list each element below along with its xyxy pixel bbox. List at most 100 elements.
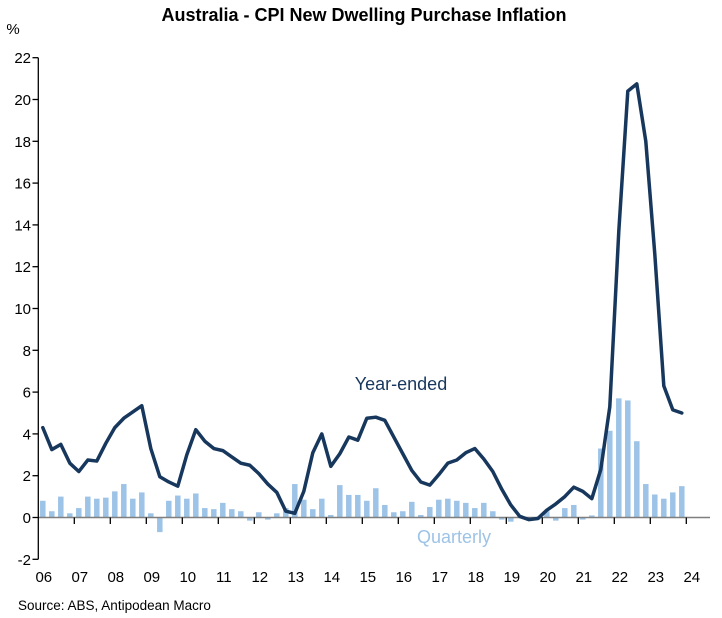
quarterly-bar bbox=[85, 496, 91, 518]
quarterly-bar bbox=[112, 491, 118, 518]
quarterly-bar bbox=[202, 508, 208, 518]
quarterly-bar bbox=[310, 509, 316, 518]
x-axis-tick-label: 16 bbox=[395, 569, 412, 586]
source-note: Source: ABS, Antipodean Macro bbox=[18, 598, 211, 613]
y-axis-tick-label: 8 bbox=[23, 343, 31, 360]
quarterly-bar bbox=[544, 511, 550, 518]
x-axis-tick-label: 19 bbox=[503, 569, 520, 586]
quarterly-bar bbox=[256, 512, 262, 518]
quarterly-bar bbox=[589, 515, 595, 518]
quarterly-bar bbox=[130, 498, 136, 518]
quarterly-bar bbox=[220, 502, 226, 518]
quarterly-bar bbox=[382, 504, 388, 518]
quarterly-bar bbox=[481, 502, 487, 518]
quarterly-bar bbox=[661, 498, 667, 518]
quarterly-bar bbox=[670, 492, 676, 518]
quarterly-bar bbox=[580, 517, 586, 520]
quarterly-bar bbox=[319, 498, 325, 518]
quarterly-bar bbox=[607, 430, 613, 518]
y-axis-unit-label: % bbox=[6, 21, 19, 38]
quarterly-bar bbox=[292, 484, 298, 518]
x-axis-tick-label: 15 bbox=[359, 569, 376, 586]
quarterly-bar bbox=[499, 517, 505, 520]
x-axis-tick-label: 09 bbox=[143, 569, 160, 586]
quarterly-bar bbox=[76, 508, 82, 518]
quarterly-bar bbox=[625, 400, 631, 518]
quarterly-bar bbox=[175, 495, 181, 518]
x-axis-tick-label: 11 bbox=[216, 569, 232, 586]
quarterly-bar bbox=[472, 508, 478, 518]
quarterly-bar bbox=[346, 494, 352, 518]
legend-year-ended-label: Year-ended bbox=[355, 374, 447, 394]
quarterly-bar bbox=[391, 512, 397, 518]
quarterly-bar bbox=[616, 398, 622, 518]
quarterly-bar bbox=[328, 514, 334, 518]
quarterly-bar bbox=[427, 507, 433, 518]
quarterly-bar bbox=[148, 513, 154, 518]
quarterly-bar bbox=[247, 517, 253, 521]
quarterly-bar bbox=[274, 513, 280, 518]
quarterly-bar bbox=[166, 500, 172, 518]
year-ended-line bbox=[41, 82, 684, 522]
quarterly-bar bbox=[679, 486, 685, 518]
x-axis-tick-label: 17 bbox=[431, 569, 448, 586]
quarterly-bar bbox=[643, 484, 649, 518]
quarterly-bar bbox=[157, 517, 163, 533]
legend-quarterly-label: Quarterly bbox=[417, 527, 491, 547]
y-axis-tick-label: -2 bbox=[18, 552, 31, 569]
y-axis-tick-label: 0 bbox=[23, 510, 31, 527]
x-axis-tick-label: 10 bbox=[179, 569, 196, 586]
quarterly-bar bbox=[184, 498, 190, 518]
y-axis-tick-label: 10 bbox=[14, 301, 31, 318]
quarterly-bar bbox=[436, 499, 442, 518]
x-axis-tick-label: 06 bbox=[35, 569, 52, 586]
chart-title: Australia - CPI New Dwelling Purchase In… bbox=[161, 5, 566, 25]
x-axis-tick-label: 13 bbox=[287, 569, 304, 586]
quarterly-bar bbox=[454, 500, 460, 518]
quarterly-bar bbox=[562, 508, 568, 518]
quarterly-bar bbox=[364, 500, 370, 518]
quarterly-bar bbox=[400, 511, 406, 518]
y-axis-tick-label: 4 bbox=[23, 426, 31, 443]
quarterly-bar bbox=[121, 484, 127, 518]
y-axis-tick-label: 16 bbox=[14, 176, 31, 193]
quarterly-bar bbox=[49, 511, 55, 518]
quarterly-bar bbox=[355, 494, 361, 518]
y-axis-tick-label: 14 bbox=[14, 217, 31, 234]
y-axis-tick-label: 18 bbox=[14, 134, 31, 151]
quarterly-bar bbox=[238, 511, 244, 518]
quarterly-bar bbox=[634, 441, 640, 518]
y-axis-tick-label: 12 bbox=[14, 259, 31, 276]
quarterly-bar bbox=[58, 496, 64, 518]
quarterly-bar bbox=[445, 498, 451, 518]
x-axis-tick-label: 23 bbox=[647, 569, 664, 586]
y-axis-tick-label: 6 bbox=[23, 385, 31, 402]
quarterly-bar bbox=[508, 517, 514, 522]
quarterly-bar bbox=[373, 488, 379, 518]
quarterly-bar bbox=[139, 492, 145, 518]
quarterly-bars-group bbox=[40, 398, 685, 533]
quarterly-bar bbox=[598, 448, 604, 518]
quarterly-bar bbox=[571, 504, 577, 518]
y-axis-tick-label: 22 bbox=[14, 50, 31, 67]
quarterly-bar bbox=[40, 500, 46, 518]
x-axis-tick-label: 24 bbox=[683, 569, 700, 586]
quarterly-bar bbox=[418, 514, 424, 518]
quarterly-bar bbox=[265, 517, 271, 520]
quarterly-bar bbox=[301, 499, 307, 518]
y-axis-tick-label: 2 bbox=[23, 468, 31, 485]
quarterly-bar bbox=[337, 485, 343, 518]
quarterly-bar bbox=[67, 513, 73, 518]
x-axis-tick-label: 08 bbox=[107, 569, 124, 586]
quarterly-bar bbox=[229, 509, 235, 518]
x-axis-tick-label: 12 bbox=[251, 569, 268, 586]
quarterly-bar bbox=[553, 517, 559, 521]
quarterly-bar bbox=[103, 497, 109, 518]
x-axis-tick-label: 14 bbox=[323, 569, 340, 586]
quarterly-bar bbox=[211, 509, 217, 518]
quarterly-bar bbox=[94, 498, 100, 518]
quarterly-bar bbox=[490, 511, 496, 518]
plot-area: 06 07 08 09 10 11 12 13 14 15 16 17 18 19 20 21 22 23 24-2… bbox=[14, 50, 710, 586]
